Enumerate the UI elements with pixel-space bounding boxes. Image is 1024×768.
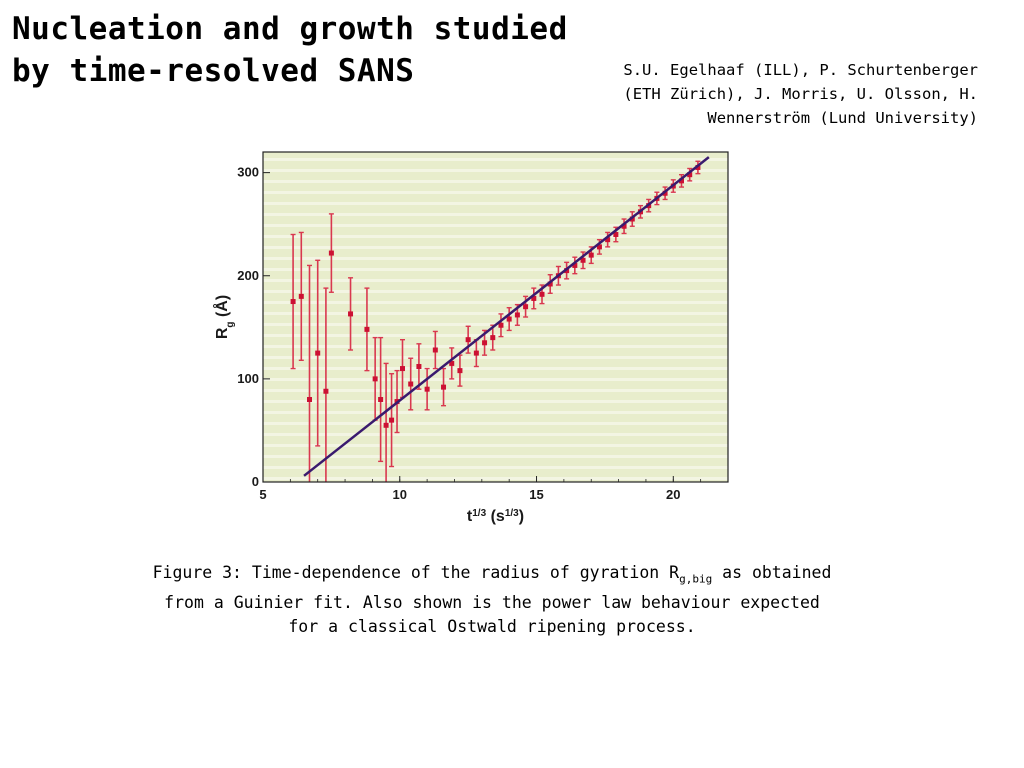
data-point — [687, 172, 693, 178]
data-point — [432, 347, 438, 353]
data-point — [449, 360, 455, 366]
grid-band — [263, 356, 728, 359]
plot-frame — [262, 151, 729, 483]
data-point — [482, 340, 488, 346]
data-point — [596, 244, 602, 250]
x-tick-label: 15 — [529, 487, 543, 502]
grid-band — [263, 301, 728, 304]
data-point — [328, 250, 334, 256]
data-point — [307, 397, 312, 402]
data-point — [605, 237, 611, 243]
grid-band — [263, 191, 728, 194]
y-tick-label: 100 — [237, 371, 259, 386]
grid-band — [263, 422, 728, 425]
data-point — [408, 381, 414, 387]
data-point — [679, 178, 684, 184]
caption-line-1: Figure 3: Time-dependence of the radius … — [152, 563, 832, 586]
grid-band — [263, 224, 728, 227]
data-point — [389, 417, 395, 423]
data-point — [490, 335, 496, 341]
x-tick-label: 5 — [259, 487, 266, 502]
data-point — [400, 366, 405, 372]
caption-subscript: g,big — [679, 572, 713, 586]
y-tick-label: 300 — [237, 165, 259, 180]
plot-background — [263, 152, 728, 482]
grid-band — [263, 477, 728, 480]
grid-band — [263, 312, 728, 315]
data-point — [364, 326, 370, 332]
grid-band — [263, 378, 728, 381]
grid-band — [263, 169, 728, 172]
grid-band — [263, 213, 728, 216]
data-point — [531, 295, 537, 301]
data-point — [473, 350, 479, 356]
grid-band — [263, 180, 728, 183]
data-point — [416, 364, 422, 369]
data-point — [323, 388, 329, 394]
grid-band — [263, 334, 728, 337]
grid-band — [263, 268, 728, 271]
caption-line-3: for a classical Ostwald ripening process… — [288, 617, 696, 637]
title-line-2: by time-resolved SANS — [12, 53, 415, 89]
data-point — [506, 316, 512, 322]
grid-band — [263, 290, 728, 293]
title-line-1: Nucleation and growth studied — [12, 11, 568, 47]
x-tick-label: 10 — [393, 487, 407, 502]
grid-band — [263, 367, 728, 370]
authors-line-2: (ETH Zürich), J. Morris, U. Olsson, H. — [623, 85, 978, 103]
grid-band — [263, 433, 728, 436]
data-point — [662, 190, 668, 196]
grid-band — [263, 466, 728, 469]
grid-band — [263, 444, 728, 447]
data-point — [372, 376, 378, 382]
x-tick-label: 20 — [666, 487, 680, 502]
grid-band — [263, 202, 728, 205]
data-point — [498, 322, 504, 328]
grid-band — [263, 235, 728, 238]
grid-band — [263, 257, 728, 260]
data-point — [290, 299, 296, 305]
page-title: Nucleation and growth studied by time-re… — [12, 8, 568, 92]
figure-caption: Figure 3: Time-dependence of the radius … — [40, 561, 944, 639]
grid-band — [263, 246, 728, 249]
data-point — [539, 291, 545, 297]
data-point — [424, 386, 430, 392]
grid-band — [263, 455, 728, 458]
data-point — [383, 422, 389, 428]
data-point — [457, 368, 463, 374]
grid-band — [263, 158, 728, 161]
x-axis-label: t1/3 (s1/3) — [467, 508, 524, 526]
data-point — [315, 350, 321, 356]
data-point — [441, 384, 447, 390]
grid-band — [263, 389, 728, 392]
y-axis-label: Rg (Å) — [212, 295, 236, 339]
data-point — [348, 311, 354, 317]
caption-part-1: Figure 3: Time-dependence of the radius … — [152, 563, 680, 582]
grid-band — [263, 279, 728, 282]
caption-part-2: as obtained — [712, 563, 832, 582]
data-point — [621, 223, 627, 229]
authors-line-1: S.U. Egelhaaf (ILL), P. Schurtenberger — [623, 61, 978, 79]
fit-line — [303, 156, 710, 477]
authors-block: S.U. Egelhaaf (ILL), P. Schurtenberger (… — [498, 58, 978, 130]
data-point — [613, 232, 619, 237]
data-point — [572, 262, 578, 268]
y-tick-label: 0 — [252, 474, 259, 489]
data-point — [588, 252, 594, 258]
authors-line-3: Wennerström (Lund University) — [707, 109, 978, 127]
grid-band — [263, 411, 728, 414]
data-point — [523, 304, 529, 310]
caption-line-2: from a Guinier fit. Also shown is the po… — [164, 593, 820, 613]
data-point — [378, 397, 384, 402]
grid-band — [263, 400, 728, 403]
data-point — [514, 312, 520, 318]
data-point — [465, 337, 471, 343]
y-tick-label: 200 — [237, 268, 259, 283]
data-point — [298, 293, 304, 299]
data-point — [695, 164, 701, 170]
data-point — [580, 257, 586, 263]
data-point — [547, 281, 553, 287]
grid-band — [263, 345, 728, 348]
